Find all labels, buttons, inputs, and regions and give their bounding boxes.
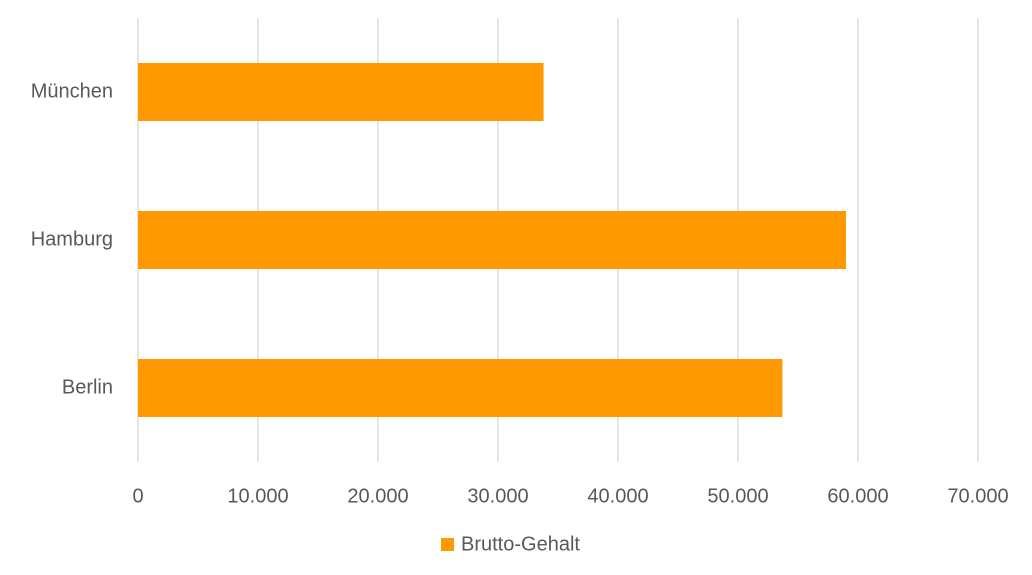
y-tick-label: Berlin bbox=[62, 376, 113, 398]
x-tick-label: 50.000 bbox=[707, 485, 768, 507]
y-tick-label: München bbox=[31, 80, 113, 102]
y-tick-label: Hamburg bbox=[31, 228, 113, 250]
x-tick-label: 70.000 bbox=[947, 485, 1008, 507]
x-tick-label: 20.000 bbox=[347, 485, 408, 507]
x-tick-label: 60.000 bbox=[827, 485, 888, 507]
legend-swatch bbox=[441, 538, 454, 551]
legend-label: Brutto-Gehalt bbox=[461, 533, 580, 555]
bar bbox=[138, 359, 783, 417]
x-tick-label: 40.000 bbox=[587, 485, 648, 507]
x-tick-label: 10.000 bbox=[227, 485, 288, 507]
bar bbox=[138, 211, 846, 269]
x-tick-label: 0 bbox=[132, 485, 143, 507]
x-tick-label: 30.000 bbox=[467, 485, 528, 507]
bar bbox=[138, 63, 544, 121]
